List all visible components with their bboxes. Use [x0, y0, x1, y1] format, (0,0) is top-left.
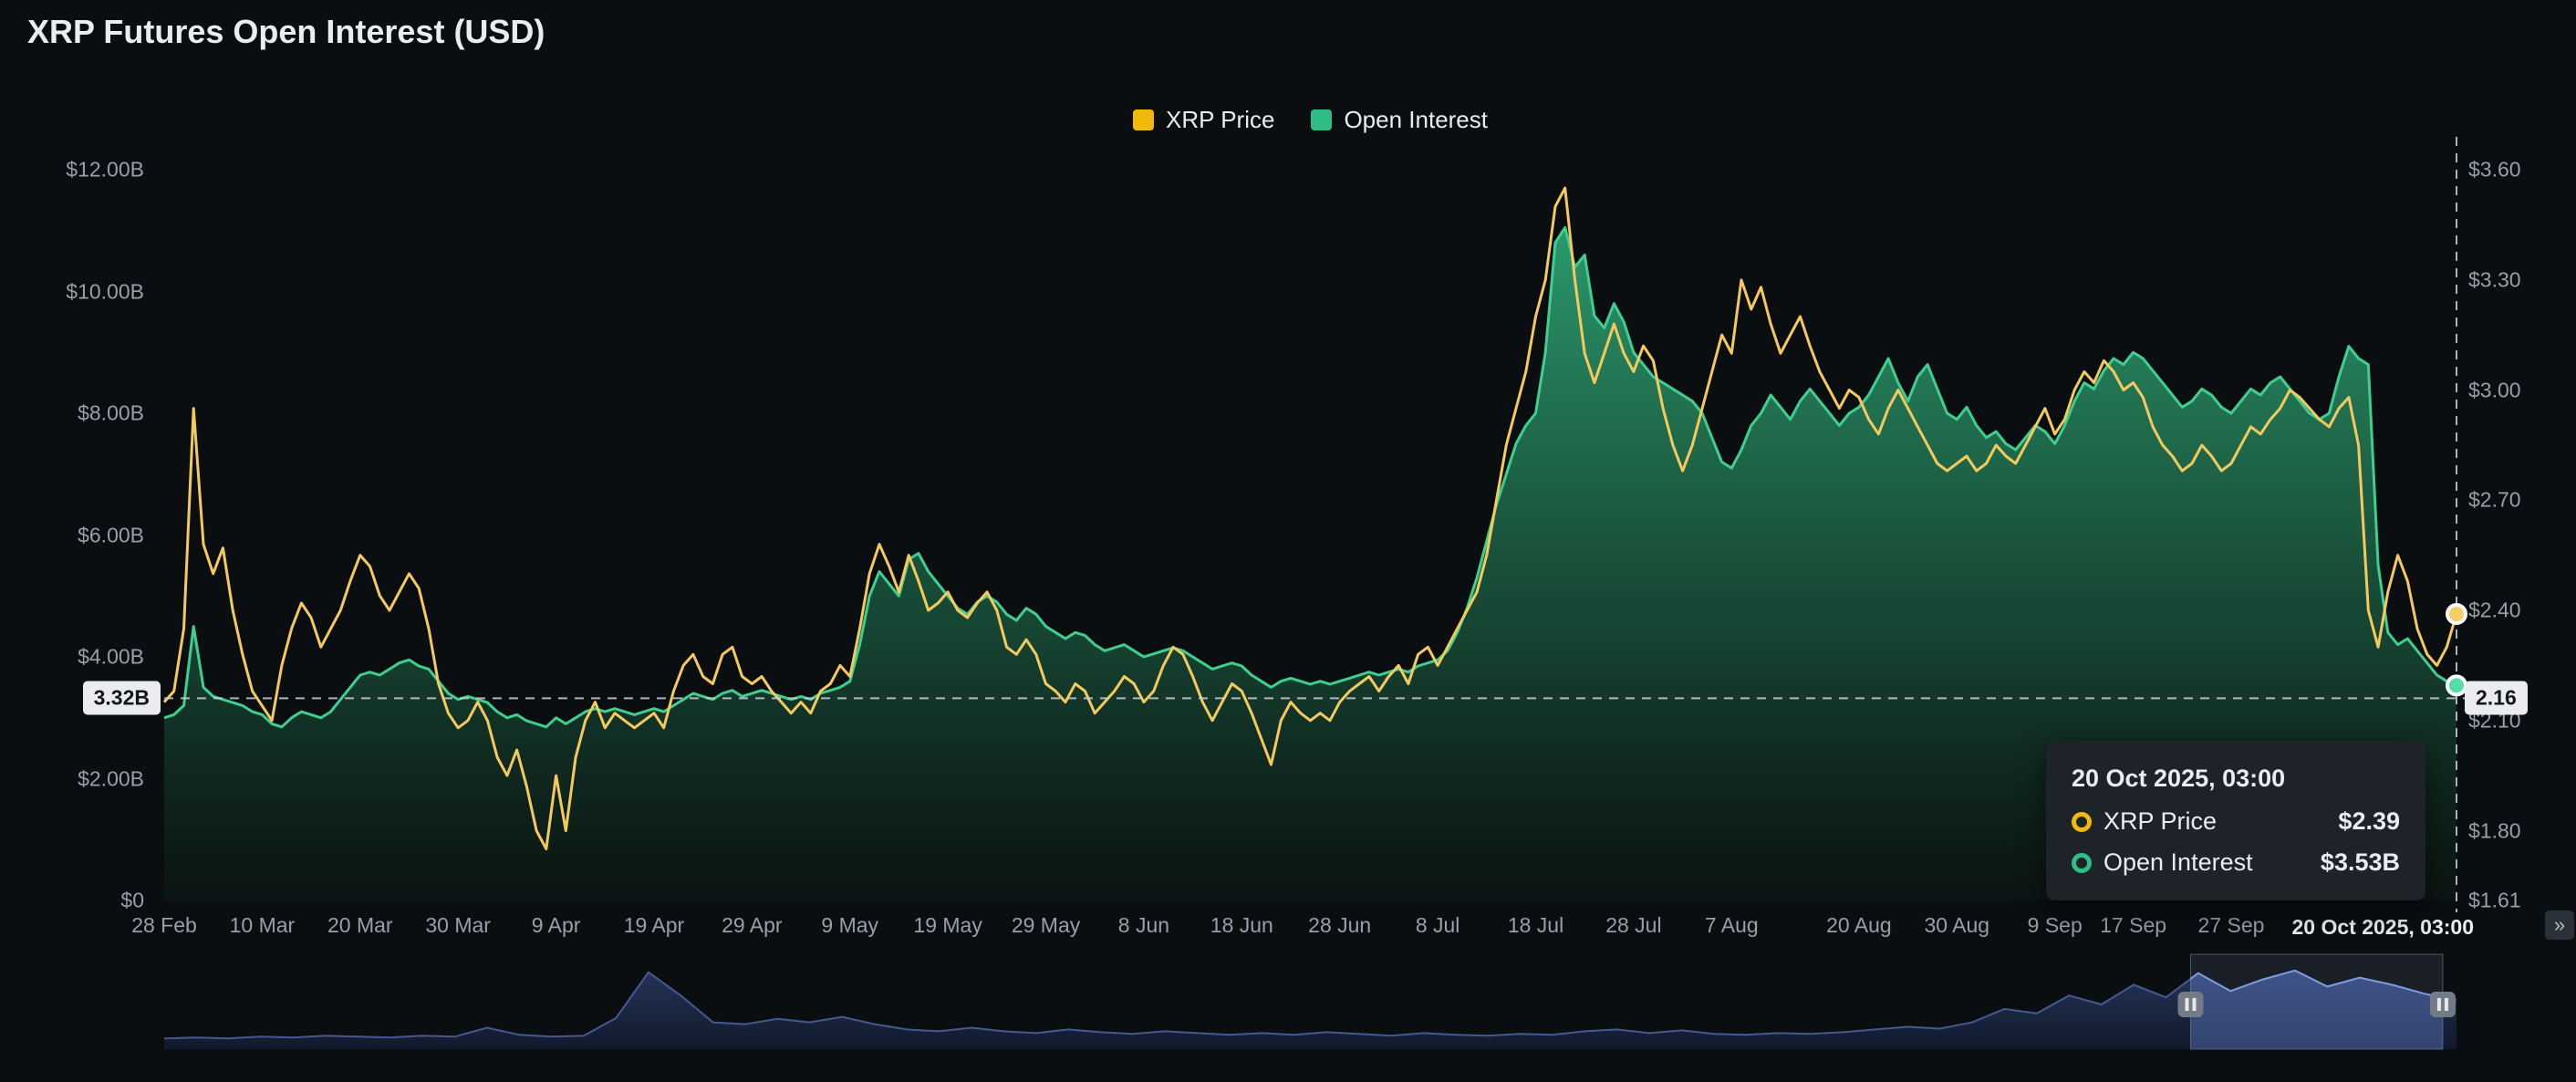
open-interest-area — [164, 227, 2457, 900]
navigator-handle-right[interactable] — [2429, 992, 2456, 1017]
tooltip-label-xrp-price: XRP Price — [2103, 807, 2218, 835]
crosshair-left-value-chip: 3.32B — [82, 681, 161, 715]
right-axis-tick: $1.80 — [2468, 818, 2521, 843]
legend-label-xrp-price: XRP Price — [1166, 106, 1275, 133]
right-axis-tick: $2.40 — [2468, 598, 2521, 622]
x-axis-tick: 30 Mar — [425, 913, 491, 937]
tooltip-value-open-interest: $3.53B — [2320, 848, 2400, 876]
left-axis-tick: $12.00B — [66, 157, 144, 182]
navigator-area[interactable] — [164, 970, 2457, 1049]
chart-tooltip: 20 Oct 2025, 03:00 XRP Price $2.39 Open … — [2046, 741, 2425, 900]
open-interest-swatch-icon — [1311, 109, 1333, 130]
xrp-price-line — [162, 186, 2458, 851]
right-axis-tick: $3.00 — [2468, 378, 2521, 401]
tooltip-value-xrp-price: $2.39 — [2338, 807, 2400, 835]
left-axis: $0 $2.00B $4.00B $6.00B $8.00B $10.00B $12.00B — [0, 0, 144, 1082]
legend-item-xrp-price[interactable]: XRP Price — [1133, 106, 1274, 134]
tooltip-row-xrp-price: XRP Price $2.39 — [2072, 807, 2400, 836]
right-axis-tick: $3.30 — [2468, 267, 2521, 292]
tooltip-label-open-interest: Open Interest — [2103, 848, 2253, 876]
x-axis-tick: 29 Apr — [722, 913, 783, 937]
x-axis-tick: 10 Mar — [229, 913, 296, 937]
page-title: XRP Futures Open Interest (USD) — [27, 13, 545, 50]
navigator-line — [163, 969, 2457, 1040]
right-axis: $1.61 $1.80 $2.10 $2.40 $2.70 $3.00 $3.30 $3.60 — [2468, 0, 2576, 1082]
scroll-next-button[interactable]: » — [2545, 910, 2574, 940]
navigator-handle-left-grip — [2185, 998, 2189, 1011]
x-axis-tick: 20 Aug — [1826, 913, 1892, 937]
open-interest-dot-icon — [2072, 852, 2092, 873]
legend-item-open-interest[interactable]: Open Interest — [1311, 106, 1488, 134]
xrp-price-swatch-icon — [1133, 109, 1154, 130]
legend-label-open-interest: Open Interest — [1344, 106, 1488, 133]
navigator-handle-left-grip — [2192, 998, 2197, 1011]
navigator-selection[interactable] — [2189, 953, 2444, 1050]
x-axis-tick: 28 Jun — [1308, 913, 1372, 937]
x-axis-tick: 18 Jul — [1507, 913, 1564, 937]
navigator-handle-left[interactable] — [2177, 992, 2204, 1017]
navigator-handle-right-grip — [2444, 998, 2448, 1011]
crosshair-date-label: 20 Oct 2025, 03:00 — [2286, 913, 2479, 942]
chart-legend: XRP Price Open Interest — [164, 106, 2457, 134]
left-axis-tick: $4.00B — [78, 644, 144, 669]
navigator-handle-right-grip — [2436, 998, 2441, 1011]
x-axis-tick: 30 Aug — [1924, 913, 1990, 937]
x-axis-tick: 28 Jul — [1605, 913, 1662, 937]
x-axis-tick: 9 May — [821, 913, 879, 937]
tooltip-date: 20 Oct 2025, 03:00 — [2072, 765, 2286, 792]
left-axis-tick: $0 — [120, 888, 144, 912]
x-axis-tick: 8 Jun — [1117, 913, 1170, 937]
right-axis-tick: $1.61 — [2468, 888, 2521, 912]
left-axis-tick: $6.00B — [78, 523, 144, 546]
left-axis-tick: $10.00B — [66, 279, 144, 303]
x-axis-tick: 29 May — [1011, 913, 1081, 937]
x-axis-tick: 18 Jun — [1210, 913, 1273, 937]
x-axis-tick: 20 Mar — [327, 913, 393, 937]
tooltip-row-open-interest: Open Interest $3.53B — [2072, 848, 2400, 877]
x-axis-tick: 7 Aug — [1704, 913, 1759, 937]
x-axis-tick: 17 Sep — [2100, 913, 2167, 937]
x-axis-tick: 8 Jul — [1415, 913, 1460, 937]
xrp-price-marker-dot — [2446, 603, 2467, 626]
crosshair-right-value-chip: 2.16 — [2465, 681, 2528, 715]
left-axis-tick: $8.00B — [78, 401, 144, 425]
xrp-price-dot-icon — [2072, 811, 2092, 832]
x-axis: 28 Feb 10 Mar 20 Mar 30 Mar 9 Apr 19 Apr 29 Ap… — [0, 913, 2576, 944]
open-interest-marker-dot — [2446, 674, 2467, 697]
open-interest-line — [163, 225, 2457, 729]
left-axis-tick: $2.00B — [78, 766, 144, 790]
right-axis-tick: $2.70 — [2468, 487, 2521, 512]
x-axis-tick: 27 Sep — [2197, 913, 2265, 937]
navigator-selection-shadow — [2190, 970, 2443, 1049]
x-axis-tick: 19 Apr — [623, 913, 685, 937]
x-axis-tick: 28 Feb — [131, 913, 197, 937]
x-axis-tick: 19 May — [913, 913, 982, 937]
x-axis-tick: 9 Apr — [531, 913, 581, 937]
x-axis-tick: 9 Sep — [2027, 913, 2083, 937]
right-axis-tick: $3.60 — [2468, 157, 2521, 182]
